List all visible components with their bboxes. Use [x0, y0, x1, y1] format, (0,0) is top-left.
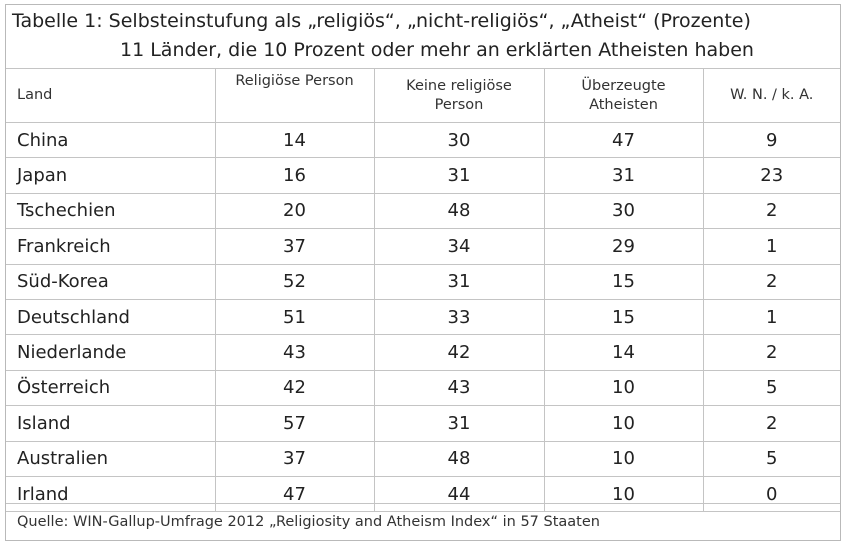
table-row: Japan 16 31 31 23	[6, 157, 840, 194]
cell-religious: 37	[214, 440, 375, 477]
table-row: Australien 37 48 10 5	[6, 440, 840, 477]
cell-unknown: 23	[702, 157, 840, 194]
cell-religious: 52	[214, 263, 375, 300]
table-frame: Tabelle 1: Selbsteinstufung als „religiö…	[5, 4, 841, 541]
cell-nonreligious: 31	[373, 263, 545, 300]
table-row: Deutschland 51 33 15 1	[6, 298, 840, 336]
cell-land: Niederlande	[6, 334, 216, 371]
cell-nonreligious: 31	[373, 157, 545, 194]
cell-nonreligious: 48	[373, 192, 545, 230]
header-unknown: W. N. / k. A.	[702, 68, 840, 123]
cell-unknown: 0	[702, 475, 840, 513]
table-row: Irland 47 44 10 0	[6, 475, 840, 513]
cell-nonreligious: 31	[373, 405, 545, 442]
table-row: Frankreich 37 34 29 1	[6, 228, 840, 265]
table-row: Süd-Korea 52 31 15 2	[6, 263, 840, 300]
cell-unknown: 9	[702, 121, 840, 159]
header-atheists-line2: Atheisten	[589, 96, 658, 113]
cell-land: Irland	[6, 475, 216, 513]
cell-unknown: 1	[702, 298, 840, 336]
header-atheists: Überzeugte Atheisten	[543, 68, 704, 123]
table-row: Niederlande 43 42 14 2	[6, 334, 840, 371]
cell-unknown: 5	[702, 369, 840, 407]
cell-land: Süd-Korea	[6, 263, 216, 300]
table-body: China 14 30 47 9 Japan 16 31 31 23 Tschechien 20 48 3…	[6, 121, 840, 513]
cell-atheists: 31	[543, 157, 704, 194]
cell-atheists: 30	[543, 192, 704, 230]
cell-nonreligious: 43	[373, 369, 545, 407]
cell-religious: 16	[214, 157, 375, 194]
cell-atheists: 15	[543, 263, 704, 300]
cell-religious: 47	[214, 475, 375, 513]
cell-atheists: 10	[543, 369, 704, 407]
cell-unknown: 5	[702, 440, 840, 477]
cell-atheists: 10	[543, 405, 704, 442]
data-table: Land Religiöse Person Keine religiöse Pe…	[6, 68, 840, 513]
cell-religious: 51	[214, 298, 375, 336]
cell-religious: 42	[214, 369, 375, 407]
cell-nonreligious: 34	[373, 228, 545, 265]
cell-nonreligious: 42	[373, 334, 545, 371]
header-row: Land Religiöse Person Keine religiöse Pe…	[6, 68, 840, 123]
cell-atheists: 29	[543, 228, 704, 265]
cell-atheists: 10	[543, 475, 704, 513]
table-row: Tschechien 20 48 30 2	[6, 192, 840, 230]
cell-atheists: 47	[543, 121, 704, 159]
title-line-2: 11 Länder, die 10 Prozent oder mehr an e…	[120, 39, 754, 61]
title-line-1: Tabelle 1: Selbsteinstufung als „religiö…	[12, 10, 751, 32]
cell-land: Japan	[6, 157, 216, 194]
cell-land: China	[6, 121, 216, 159]
cell-unknown: 1	[702, 228, 840, 265]
header-religious: Religiöse Person	[214, 68, 375, 123]
cell-nonreligious: 44	[373, 475, 545, 513]
header-land: Land	[6, 68, 216, 123]
header-nonreligious-line1: Keine religiöse	[406, 77, 512, 94]
header-nonreligious-line2: Person	[434, 96, 484, 113]
cell-atheists: 14	[543, 334, 704, 371]
cell-nonreligious: 48	[373, 440, 545, 477]
cell-religious: 43	[214, 334, 375, 371]
cell-religious: 14	[214, 121, 375, 159]
cell-unknown: 2	[702, 334, 840, 371]
cell-religious: 20	[214, 192, 375, 230]
table-row: China 14 30 47 9	[6, 121, 840, 159]
header-atheists-line1: Überzeugte	[581, 77, 666, 94]
cell-land: Österreich	[6, 369, 216, 407]
cell-religious: 37	[214, 228, 375, 265]
cell-land: Island	[6, 405, 216, 442]
table-title: Tabelle 1: Selbsteinstufung als „religiö…	[6, 5, 840, 67]
cell-religious: 57	[214, 405, 375, 442]
table-row: Island 57 31 10 2	[6, 405, 840, 442]
cell-unknown: 2	[702, 192, 840, 230]
cell-nonreligious: 33	[373, 298, 545, 336]
cell-nonreligious: 30	[373, 121, 545, 159]
source-note: Quelle: WIN-Gallup-Umfrage 2012 „Religio…	[6, 503, 840, 540]
cell-unknown: 2	[702, 405, 840, 442]
header-nonreligious: Keine religiöse Person	[373, 68, 545, 123]
cell-land: Deutschland	[6, 298, 216, 336]
table-row: Österreich 42 43 10 5	[6, 369, 840, 407]
cell-land: Tschechien	[6, 192, 216, 230]
cell-atheists: 10	[543, 440, 704, 477]
cell-land: Frankreich	[6, 228, 216, 265]
cell-land: Australien	[6, 440, 216, 477]
cell-atheists: 15	[543, 298, 704, 336]
cell-unknown: 2	[702, 263, 840, 300]
